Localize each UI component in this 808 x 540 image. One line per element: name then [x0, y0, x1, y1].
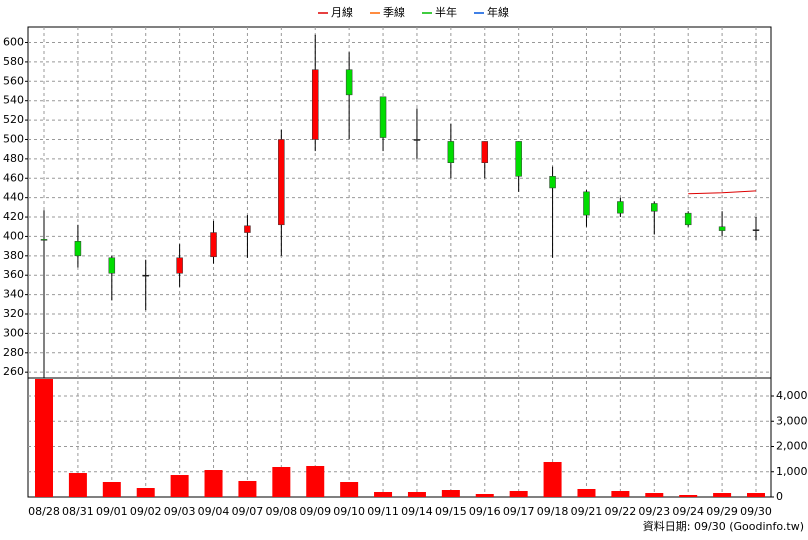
x-tick-label: 09/29: [706, 505, 738, 518]
candle-body: [210, 232, 217, 258]
candle-body: [752, 229, 760, 231]
x-tick-label: 09/11: [367, 505, 399, 518]
x-tick-label: 09/30: [740, 505, 772, 518]
y-tick-label: 300: [3, 326, 24, 339]
x-tick-label: 09/17: [503, 505, 535, 518]
y2-tick-label: 4,000: [776, 389, 808, 402]
x-tick-label: 09/18: [537, 505, 569, 518]
volume-bar: [747, 493, 765, 497]
x-tick-label: 09/04: [198, 505, 230, 518]
y-tick-label: 340: [3, 288, 24, 301]
y-tick-label: 500: [3, 132, 24, 145]
y2-tick-label: 2,000: [776, 440, 808, 453]
volume-bar: [340, 482, 359, 497]
candle-body: [684, 212, 692, 226]
candle-body: [278, 139, 285, 226]
x-tick-label: 09/22: [605, 505, 637, 518]
y-tick-label: 380: [3, 249, 24, 262]
x-tick-label: 09/15: [435, 505, 467, 518]
y-tick-label: 320: [3, 307, 24, 320]
y2-tick-label: 1,000: [776, 465, 808, 478]
x-tick-label: 09/02: [130, 505, 162, 518]
y2-tick-label: 0: [776, 490, 783, 503]
candle-body: [447, 141, 455, 163]
candle-body: [549, 176, 556, 189]
y-tick-label: 360: [3, 268, 24, 281]
x-tick-label: 08/28: [28, 505, 60, 518]
candle-body: [379, 96, 387, 138]
x-tick-label: 08/31: [62, 505, 94, 518]
x-tick-label: 09/24: [672, 505, 704, 518]
volume-bar: [577, 488, 596, 497]
x-tick-label: 09/07: [232, 505, 264, 518]
x-tick-label: 09/21: [571, 505, 603, 518]
candle-body: [244, 225, 251, 233]
volume-bar: [306, 465, 325, 497]
candle-body: [718, 226, 726, 231]
volume-bar: [374, 492, 393, 497]
volume-bar: [509, 490, 528, 497]
legend-label: 年線: [487, 5, 509, 19]
y-tick-label: 440: [3, 191, 24, 204]
legend-label: 季線: [383, 5, 405, 19]
candle-body: [651, 203, 658, 212]
candle-body: [176, 257, 183, 274]
y-tick-label: 460: [3, 171, 24, 184]
y-tick-label: 540: [3, 94, 24, 107]
volume-bar: [170, 475, 189, 497]
candle-body: [583, 191, 590, 216]
candle-body: [311, 69, 319, 140]
volume-bar: [611, 490, 630, 497]
candle-body: [108, 257, 116, 274]
x-tick-label: 09/03: [164, 505, 196, 518]
volume-bar: [136, 488, 155, 497]
volume-bar: [645, 493, 664, 497]
volume-bar: [407, 492, 426, 497]
volume-bar: [713, 493, 732, 497]
volume-bar: [543, 462, 562, 497]
volume-bar: [475, 493, 494, 497]
candle-body: [345, 69, 353, 96]
candle-body: [617, 201, 624, 214]
candle-body: [74, 241, 82, 257]
legend-label: 月線: [331, 5, 353, 19]
y-tick-label: 560: [3, 74, 24, 87]
y-tick-label: 480: [3, 152, 24, 165]
candle-body: [481, 141, 489, 163]
volume-bar: [679, 495, 698, 497]
ma-line: [688, 190, 757, 195]
x-tick-label: 09/01: [96, 505, 128, 518]
x-tick-label: 09/10: [333, 505, 365, 518]
volume-bar: [272, 467, 291, 497]
candle-body: [515, 141, 522, 177]
x-tick-label: 09/16: [469, 505, 501, 518]
y-tick-label: 520: [3, 113, 24, 126]
candle-body: [142, 274, 149, 277]
volume-bar: [238, 480, 257, 497]
y-tick-label: 580: [3, 55, 24, 68]
y2-tick-label: 3,000: [776, 414, 808, 427]
volume-bar: [102, 482, 121, 497]
volume-bar: [68, 473, 87, 497]
x-tick-label: 09/09: [299, 505, 331, 518]
y-tick-label: 600: [3, 36, 24, 49]
footer: 資料日期: 09/30 (Goodinfo.tw): [643, 519, 804, 533]
x-tick-label: 09/23: [638, 505, 670, 518]
volume-bar: [35, 379, 53, 497]
y-tick-label: 280: [3, 346, 24, 359]
y-tick-label: 260: [3, 365, 24, 378]
x-tick-label: 09/14: [401, 505, 433, 518]
volume-bar: [441, 490, 460, 497]
x-tick-label: 09/08: [265, 505, 297, 518]
candle-body: [40, 239, 48, 241]
plot-frame: [27, 26, 772, 498]
candle-body: [413, 139, 421, 141]
legend-label: 半年: [435, 5, 457, 19]
volume-bar: [204, 470, 223, 497]
y-tick-label: 420: [3, 210, 24, 223]
y-tick-label: 400: [3, 229, 24, 242]
